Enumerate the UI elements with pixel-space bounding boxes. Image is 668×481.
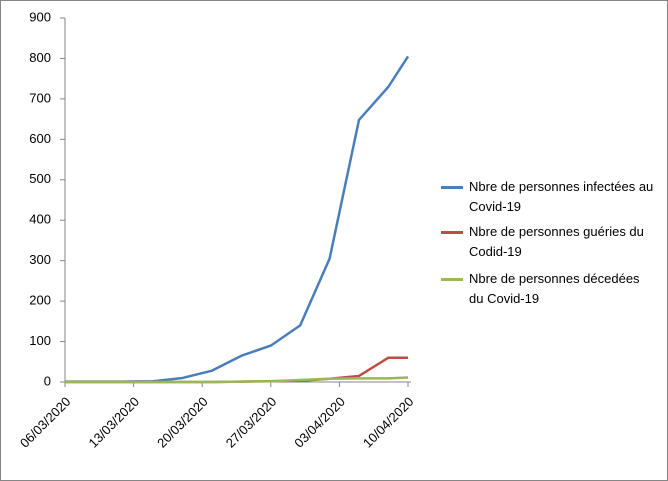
y-tick-label: 0 bbox=[44, 373, 51, 388]
legend-swatch bbox=[441, 278, 463, 281]
legend-label: Nbre de personnes infectées au Covid-19 bbox=[469, 179, 654, 214]
series-line bbox=[65, 376, 409, 384]
legend-label: Nbre de personnes décedées du Covid-19 bbox=[469, 271, 640, 306]
x-tick-label: 13/03/2020 bbox=[86, 394, 143, 451]
y-tick-label: 100 bbox=[29, 333, 51, 348]
legend-entry: Nbre de personnes décedées du Covid-19 bbox=[441, 269, 656, 309]
legend-label: Nbre de personnes guéries du Codid-19 bbox=[469, 224, 644, 259]
y-tick-label: 300 bbox=[29, 252, 51, 267]
legend-entry: Nbre de personnes guéries du Codid-19 bbox=[441, 222, 656, 262]
legend-swatch bbox=[441, 186, 463, 189]
x-tick-label: 03/04/2020 bbox=[291, 394, 348, 451]
y-tick-label: 400 bbox=[29, 212, 51, 227]
y-tick-label: 600 bbox=[29, 131, 51, 146]
legend-entry: Nbre de personnes infectées au Covid-19 bbox=[441, 177, 656, 217]
series-line bbox=[65, 55, 410, 383]
y-tick-label: 200 bbox=[29, 293, 51, 308]
y-tick-label: 700 bbox=[29, 90, 51, 105]
y-tick-label: 800 bbox=[29, 50, 51, 65]
y-tick-label: 500 bbox=[29, 171, 51, 186]
x-tick-label: 20/03/2020 bbox=[154, 394, 211, 451]
y-tick-label: 900 bbox=[29, 9, 51, 24]
legend-swatch bbox=[441, 231, 463, 234]
x-tick-label: 06/03/2020 bbox=[17, 394, 74, 451]
x-tick-label: 10/04/2020 bbox=[360, 394, 417, 451]
x-tick-label: 27/03/2020 bbox=[223, 394, 280, 451]
